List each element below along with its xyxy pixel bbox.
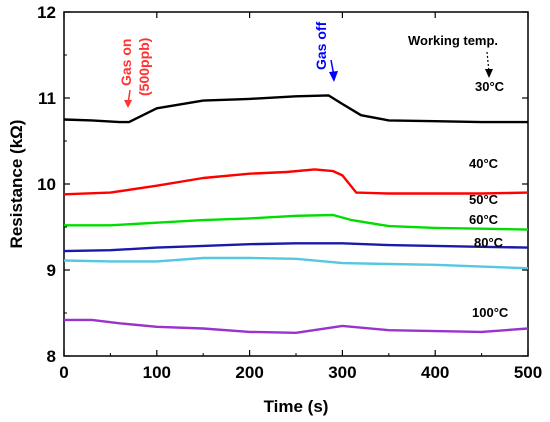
series-line [63, 242, 529, 253]
gas-off-arrowhead [329, 71, 338, 82]
x-tick-label: 500 [514, 363, 542, 382]
working-temp-annotation: Working temp. [408, 33, 498, 48]
y-tick-label: 12 [37, 3, 56, 22]
series-layer [63, 94, 529, 334]
y-tick-label: 10 [37, 175, 56, 194]
series-label-60c: 60°C [469, 212, 499, 227]
x-tick-label: 200 [235, 363, 263, 382]
series-line [63, 256, 529, 270]
series-line [64, 318, 529, 334]
series-line [63, 168, 529, 196]
gas-on-concentration: (500ppb) [136, 38, 152, 96]
y-tick-label: 8 [47, 347, 56, 366]
y-tick-label: 9 [47, 261, 56, 280]
x-axis-title: Time (s) [264, 397, 329, 416]
x-tick-label: 400 [421, 363, 449, 382]
series-label-50c: 50°C [469, 192, 499, 207]
series-line [63, 94, 528, 124]
x-tick-label: 100 [143, 363, 171, 382]
working-temp-arrowhead [485, 69, 493, 78]
x-axis-ticks: 0 100 200 300 400 500 [59, 12, 542, 382]
y-axis-title: Resistance (kΩ) [7, 120, 26, 249]
working-temp-arrow [486, 51, 490, 73]
series-line [64, 213, 529, 231]
gas-on-arrowhead [124, 100, 132, 108]
gas-off-annotation: Gas off [313, 21, 329, 70]
y-tick-label: 11 [38, 89, 56, 108]
series-label-30c: 30°C [475, 79, 505, 94]
series-label-100c: 100°C [472, 305, 509, 320]
plot-frame [63, 11, 529, 357]
series-label-80c: 80°C [474, 235, 504, 250]
gas-on-annotation: Gas on [118, 39, 134, 86]
x-tick-label: 300 [328, 363, 356, 382]
y-axis-ticks: 8 9 10 11 12 [37, 3, 528, 366]
series-label-40c: 40°C [469, 156, 499, 171]
x-tick-label: 0 [59, 363, 68, 382]
